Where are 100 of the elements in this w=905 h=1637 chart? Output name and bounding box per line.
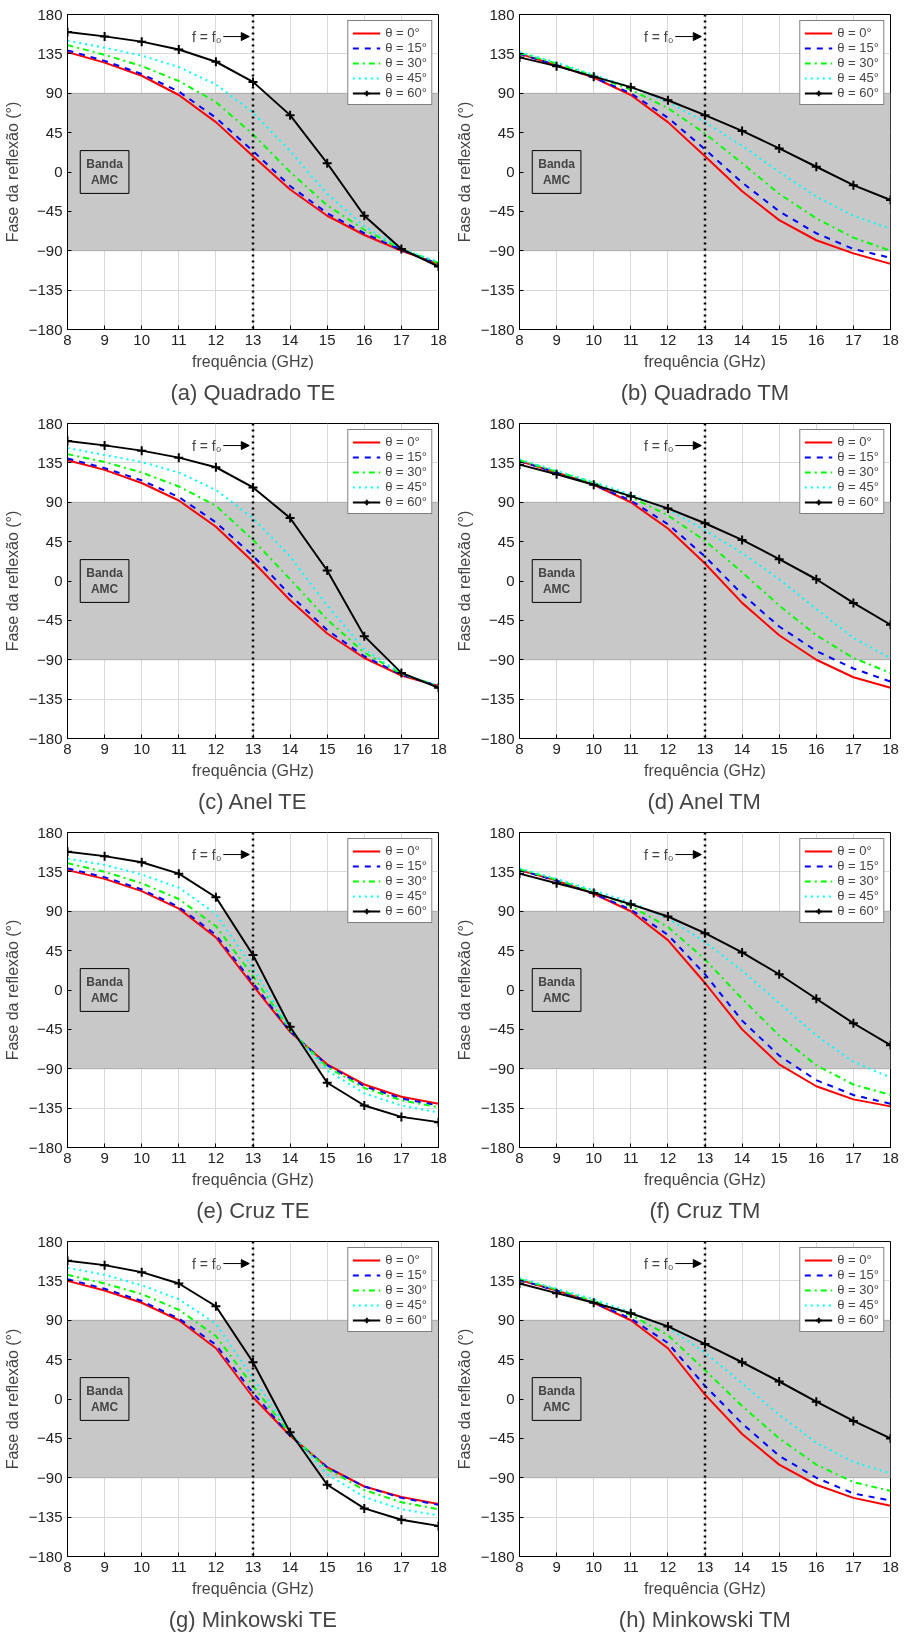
x-tick-label: 15 bbox=[770, 330, 788, 348]
legend-label: θ = 0° bbox=[837, 843, 872, 858]
x-tick-label: 17 bbox=[393, 1148, 410, 1166]
x-tick-label: 18 bbox=[430, 330, 447, 348]
x-tick-label: 9 bbox=[552, 1557, 561, 1575]
band-label: Banda AMC bbox=[538, 156, 576, 188]
y-tick-label: 135 bbox=[37, 453, 63, 471]
x-axis-title: frequência (GHz) bbox=[644, 352, 766, 370]
y-tick-label: 180 bbox=[37, 1232, 63, 1250]
x-tick-label: 8 bbox=[515, 739, 524, 757]
x-tick-label: 17 bbox=[845, 1557, 862, 1575]
ref-line-label: f = f₀ bbox=[191, 1255, 222, 1272]
y-tick-label: −45 bbox=[37, 611, 63, 629]
legend-label: θ = 60° bbox=[385, 494, 427, 509]
y-tick-label: 0 bbox=[506, 1390, 515, 1407]
y-tick-label: 45 bbox=[45, 532, 63, 550]
x-tick-label: 8 bbox=[515, 330, 524, 348]
x-tick-label: 17 bbox=[845, 330, 862, 348]
y-tick-label: 45 bbox=[497, 1350, 515, 1368]
y-tick-label: −180 bbox=[28, 1138, 63, 1156]
y-tick-label: 135 bbox=[489, 1271, 515, 1289]
legend-label: θ = 30° bbox=[385, 873, 427, 888]
y-tick-label: 0 bbox=[506, 572, 515, 589]
y-tick-label: −90 bbox=[489, 650, 515, 668]
y-tick-label: 0 bbox=[506, 163, 515, 180]
x-tick-label: 9 bbox=[100, 330, 109, 348]
y-tick-label: −135 bbox=[480, 1099, 515, 1117]
legend-label: θ = 30° bbox=[837, 55, 879, 70]
y-tick-label: 45 bbox=[45, 941, 63, 959]
x-tick-label: 11 bbox=[171, 1557, 187, 1575]
y-axis-title: Fase da reflexão (°) bbox=[3, 919, 21, 1061]
x-axis-title: frequência (GHz) bbox=[644, 1579, 766, 1597]
y-tick-label: 135 bbox=[489, 862, 515, 880]
x-tick-label: 13 bbox=[696, 330, 714, 348]
legend-label: θ = 45° bbox=[385, 888, 427, 903]
legend-label: θ = 30° bbox=[385, 464, 427, 479]
legend-label: θ = 0° bbox=[837, 1252, 872, 1267]
legend-label: θ = 15° bbox=[385, 449, 427, 464]
y-axis-title: Fase da reflexão (°) bbox=[3, 510, 21, 652]
x-tick-label: 9 bbox=[100, 1557, 109, 1575]
y-tick-label: 135 bbox=[37, 1271, 63, 1289]
x-tick-label: 12 bbox=[659, 330, 677, 348]
x-tick-label: 11 bbox=[623, 1557, 639, 1575]
x-tick-label: 12 bbox=[659, 1148, 677, 1166]
y-tick-label: −45 bbox=[489, 611, 515, 629]
band-label: Banda AMC bbox=[86, 974, 124, 1006]
x-axis-title: frequência (GHz) bbox=[644, 1170, 766, 1188]
y-tick-label: −135 bbox=[480, 1508, 515, 1526]
legend-label: θ = 60° bbox=[385, 1312, 427, 1327]
x-tick-label: 18 bbox=[882, 330, 899, 348]
y-tick-label: −90 bbox=[489, 1059, 515, 1077]
y-tick-label: 135 bbox=[37, 44, 63, 62]
x-tick-label: 17 bbox=[845, 739, 862, 757]
y-tick-label: 0 bbox=[54, 1390, 63, 1407]
x-tick-label: 16 bbox=[807, 1148, 825, 1166]
legend-label: θ = 45° bbox=[837, 479, 879, 494]
x-tick-label: 14 bbox=[281, 330, 299, 348]
x-tick-label: 8 bbox=[63, 739, 72, 757]
y-tick-label: 45 bbox=[497, 123, 515, 141]
text: (c) Anel TE bbox=[197, 788, 307, 814]
ref-line-label: f = f₀ bbox=[191, 846, 222, 863]
y-axis-title: Fase da reflexão (°) bbox=[455, 1328, 473, 1470]
text: (b) Quadrado TM bbox=[620, 379, 789, 405]
y-tick-label: 45 bbox=[497, 532, 515, 550]
legend-label: θ = 0° bbox=[385, 1252, 420, 1267]
y-tick-label: −45 bbox=[489, 1020, 515, 1038]
legend-label: θ = 45° bbox=[385, 479, 427, 494]
x-tick-label: 9 bbox=[552, 1148, 561, 1166]
y-tick-label: −45 bbox=[489, 1429, 515, 1447]
y-tick-label: 0 bbox=[54, 163, 63, 180]
legend-label: θ = 60° bbox=[837, 903, 879, 918]
y-tick-label: 45 bbox=[45, 123, 63, 141]
legend-label: θ = 60° bbox=[837, 1312, 879, 1327]
y-tick-label: −135 bbox=[28, 1099, 63, 1117]
x-tick-label: 8 bbox=[515, 1557, 524, 1575]
x-tick-label: 13 bbox=[696, 1148, 714, 1166]
ref-line-label: f = f₀ bbox=[643, 1255, 674, 1272]
x-axis-title: frequência (GHz) bbox=[192, 1170, 314, 1188]
x-tick-label: 13 bbox=[696, 1557, 714, 1575]
y-axis-title: Fase da reflexão (°) bbox=[3, 101, 21, 243]
y-tick-label: −45 bbox=[37, 1429, 63, 1447]
y-tick-label: −90 bbox=[37, 1468, 63, 1486]
legend-label: θ = 15° bbox=[385, 858, 427, 873]
x-tick-label: 15 bbox=[318, 1148, 336, 1166]
band-label: Banda AMC bbox=[538, 974, 576, 1006]
text: (d) Anel TM bbox=[647, 788, 761, 814]
x-axis-title: frequência (GHz) bbox=[192, 1579, 314, 1597]
x-tick-label: 12 bbox=[659, 1557, 677, 1575]
text: (e) Cruz TE bbox=[196, 1197, 310, 1223]
x-tick-label: 17 bbox=[393, 739, 410, 757]
x-axis-title: frequência (GHz) bbox=[192, 761, 314, 779]
x-tick-label: 12 bbox=[659, 739, 677, 757]
y-tick-label: 0 bbox=[54, 981, 63, 998]
x-axis-title: frequência (GHz) bbox=[192, 352, 314, 370]
x-tick-label: 17 bbox=[845, 1148, 862, 1166]
x-tick-label: 16 bbox=[355, 330, 373, 348]
x-tick-label: 14 bbox=[281, 739, 299, 757]
y-tick-label: −135 bbox=[480, 281, 515, 299]
x-tick-label: 10 bbox=[585, 1557, 603, 1575]
y-tick-label: 0 bbox=[506, 981, 515, 998]
